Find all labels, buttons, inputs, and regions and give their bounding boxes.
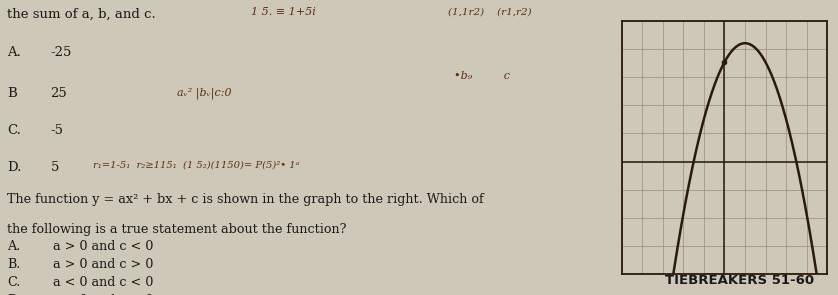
- Text: 1 5. ≡ 1+5i: 1 5. ≡ 1+5i: [251, 7, 315, 17]
- Text: aᵥ² |bᵥ|c:0: aᵥ² |bᵥ|c:0: [177, 87, 231, 99]
- Text: a < 0 and c > 0: a < 0 and c > 0: [54, 294, 154, 295]
- Text: The function y = ax² + bx + c is shown in the graph to the right. Which of: The function y = ax² + bx + c is shown i…: [8, 193, 484, 206]
- Text: A.: A.: [8, 46, 21, 59]
- Text: C.: C.: [8, 276, 21, 289]
- Text: 25: 25: [50, 87, 67, 100]
- Text: the sum of a, b, and c.: the sum of a, b, and c.: [8, 7, 156, 20]
- Text: A.: A.: [8, 240, 21, 253]
- Text: TIEBREAKERS 51-60: TIEBREAKERS 51-60: [665, 274, 814, 287]
- Text: C.: C.: [8, 124, 21, 137]
- Text: a < 0 and c < 0: a < 0 and c < 0: [54, 276, 154, 289]
- Text: a > 0 and c > 0: a > 0 and c > 0: [54, 258, 154, 271]
- Text: B.: B.: [8, 258, 21, 271]
- Text: B: B: [8, 87, 17, 100]
- Text: 5: 5: [50, 161, 59, 174]
- Text: D.: D.: [8, 161, 22, 174]
- Text: (1,1r2)    (r1,r2): (1,1r2) (r1,r2): [447, 7, 531, 17]
- Text: -5: -5: [50, 124, 64, 137]
- Text: D.: D.: [8, 294, 21, 295]
- Text: •b₉         c: •b₉ c: [454, 71, 510, 81]
- Text: a > 0 and c < 0: a > 0 and c < 0: [54, 240, 154, 253]
- Text: -25: -25: [50, 46, 72, 59]
- Text: r₁=1-5₁  r₂≥115₁  (1 5₂)(1150)= P(5)²• 1ᵃ: r₁=1-5₁ r₂≥115₁ (1 5₂)(1150)= P(5)²• 1ᵃ: [94, 161, 300, 170]
- Text: the following is a true statement about the function?: the following is a true statement about …: [8, 223, 347, 236]
